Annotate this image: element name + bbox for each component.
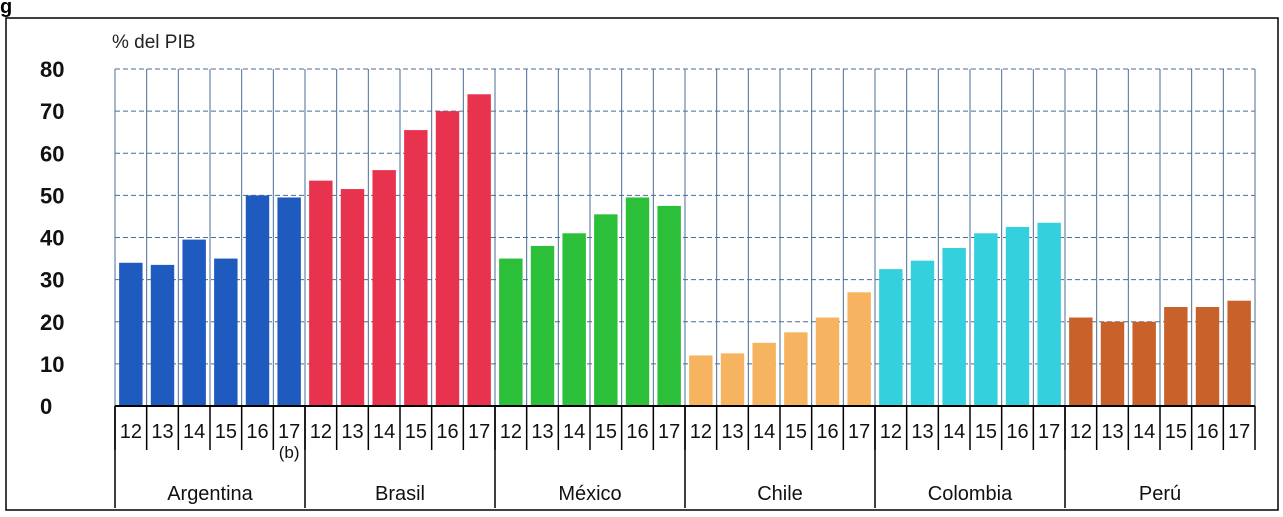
- bar-colombia-13: [910, 260, 935, 406]
- group-label: México: [558, 483, 621, 505]
- bar-méxico-13: [530, 245, 555, 406]
- x-tick-label: 16: [246, 421, 268, 443]
- x-tick-label: 17: [1228, 421, 1250, 443]
- bar-colombia-17: [1037, 222, 1061, 406]
- bar-brasil-16: [435, 111, 460, 406]
- x-tick-label: 14: [753, 421, 775, 443]
- x-tick-label: 12: [690, 421, 712, 443]
- y-tick-label: 70: [40, 99, 64, 124]
- y-tick-label: 0: [40, 394, 52, 419]
- bar-perú-17: [1227, 300, 1251, 406]
- x-tick-note: (b): [279, 443, 300, 462]
- group-label: Perú: [1139, 483, 1181, 505]
- x-tick-label: 15: [1165, 421, 1187, 443]
- x-tick-label: 15: [785, 421, 807, 443]
- x-tick-label: 16: [1006, 421, 1028, 443]
- bar-brasil-14: [372, 170, 396, 406]
- x-tick-label: 14: [373, 421, 395, 443]
- bar-argentina-15: [214, 258, 238, 406]
- x-tick-label: 13: [1101, 421, 1123, 443]
- bar-argentina-13: [150, 264, 175, 406]
- x-tick-label: 14: [563, 421, 585, 443]
- bar-perú-14: [1132, 321, 1156, 406]
- bar-perú-12: [1069, 317, 1093, 406]
- y-tick-label: 80: [40, 57, 64, 82]
- x-tick-label: 13: [721, 421, 743, 443]
- bar-chile-15: [784, 332, 808, 406]
- bar-brasil-15: [404, 130, 428, 407]
- bar-méxico-14: [562, 233, 586, 406]
- x-tick-label: 17: [1038, 421, 1060, 443]
- y-tick-label: 20: [40, 310, 64, 335]
- bar-argentina-14: [182, 239, 206, 406]
- x-tick-label: 17: [278, 421, 300, 443]
- bar-méxico-15: [594, 214, 618, 406]
- x-tick-label: 12: [880, 421, 902, 443]
- x-tick-label: 13: [911, 421, 933, 443]
- bar-brasil-17: [467, 94, 491, 407]
- x-tick-label: 12: [120, 421, 142, 443]
- chart-border: [5, 17, 1279, 511]
- x-tick-label: 16: [1196, 421, 1218, 443]
- x-tick-label: 15: [215, 421, 237, 443]
- bar-perú-13: [1100, 321, 1125, 406]
- x-tick-label: 17: [468, 421, 490, 443]
- group-label: Brasil: [375, 483, 425, 505]
- y-tick-label: 50: [40, 183, 64, 208]
- bar-argentina-12: [119, 262, 143, 406]
- figure-mark: g: [0, 0, 12, 18]
- x-tick-label: 17: [658, 421, 680, 443]
- x-tick-label: 16: [626, 421, 648, 443]
- x-tick-label: 13: [341, 421, 363, 443]
- y-tick-label: 10: [40, 352, 64, 377]
- x-tick-label: 13: [531, 421, 553, 443]
- bar-chile-13: [720, 353, 745, 406]
- x-tick-label: 16: [816, 421, 838, 443]
- y-tick-label: 30: [40, 268, 64, 293]
- bar-brasil-12: [309, 180, 333, 406]
- bar-brasil-13: [340, 189, 365, 406]
- bar-perú-16: [1195, 307, 1220, 406]
- group-label: Colombia: [928, 483, 1013, 505]
- y-tick-label: 60: [40, 141, 64, 166]
- x-tick-label: 16: [436, 421, 458, 443]
- x-tick-label: 14: [183, 421, 205, 443]
- bar-argentina-16: [245, 195, 270, 406]
- bar-méxico-12: [499, 258, 523, 406]
- y-axis-label: % del PIB: [112, 32, 195, 53]
- bar-méxico-16: [625, 197, 650, 406]
- x-tick-label: 15: [405, 421, 427, 443]
- x-tick-label: 13: [151, 421, 173, 443]
- group-label: Argentina: [167, 483, 253, 505]
- x-tick-label: 17: [848, 421, 870, 443]
- bar-méxico-17: [657, 205, 681, 406]
- bar-chile-17: [847, 292, 871, 406]
- x-tick-label: 15: [975, 421, 997, 443]
- x-tick-label: 14: [1133, 421, 1155, 443]
- bar-perú-15: [1164, 307, 1188, 406]
- bar-colombia-12: [879, 269, 903, 406]
- group-label: Chile: [757, 483, 803, 505]
- bar-chile-12: [689, 355, 713, 406]
- x-tick-label: 14: [943, 421, 965, 443]
- bar-colombia-16: [1005, 226, 1030, 406]
- x-tick-label: 12: [310, 421, 332, 443]
- bars-layer: [119, 94, 1251, 407]
- x-tick-label: 12: [1070, 421, 1092, 443]
- bar-chile-14: [752, 342, 776, 406]
- x-tick-label: 15: [595, 421, 617, 443]
- y-tick-label: 40: [40, 226, 64, 251]
- bar-colombia-15: [974, 233, 998, 406]
- bar-chile-16: [815, 317, 840, 406]
- x-tick-label: 12: [500, 421, 522, 443]
- grid-layer: [114, 68, 1256, 406]
- bar-colombia-14: [942, 248, 966, 406]
- bar-argentina-17: [277, 197, 301, 406]
